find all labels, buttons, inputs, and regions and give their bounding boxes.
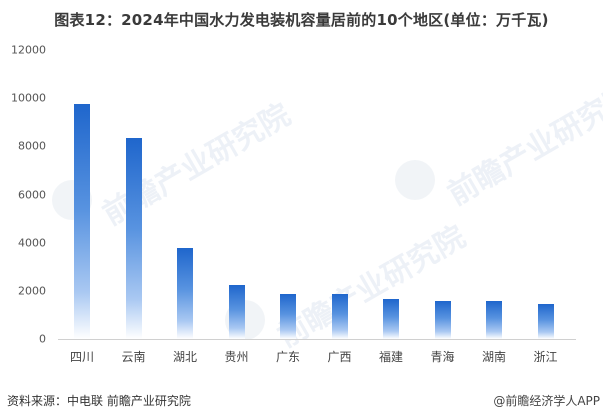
bar-湖南 xyxy=(486,300,502,339)
bar-四川 xyxy=(74,103,90,339)
bar-chart: 前瞻产业研究院 前瞻产业研究院 前瞻产业研究院 12000 10000 8000 60… xyxy=(11,43,603,365)
y-tick-label: 4000 xyxy=(18,236,46,250)
y-tick-label: 6000 xyxy=(18,188,46,201)
watermark-text: 前瞻产业研究院 xyxy=(442,77,603,213)
x-tick-label: 青海 xyxy=(430,350,455,364)
bar-湖北 xyxy=(177,247,193,339)
credit-note: @前瞻经济学人APP xyxy=(493,394,600,408)
bar-云南 xyxy=(125,137,142,339)
x-tick-label: 广东 xyxy=(275,350,300,364)
x-axis-line xyxy=(58,339,576,340)
y-tick-label: 0 xyxy=(39,332,46,346)
bar-青海 xyxy=(434,300,451,339)
bar-广东 xyxy=(280,293,296,339)
x-tick-label: 湖北 xyxy=(172,350,197,364)
x-tick-label: 浙江 xyxy=(533,350,558,364)
x-tick-label: 四川 xyxy=(69,350,94,364)
bar-广西 xyxy=(331,293,348,339)
x-tick-label: 福建 xyxy=(378,350,403,364)
watermark-logo-icon xyxy=(395,160,435,200)
y-tick-label: 12000 xyxy=(11,43,46,57)
y-tick-label: 10000 xyxy=(11,91,46,105)
x-tick-label: 贵州 xyxy=(224,350,249,364)
bar-贵州 xyxy=(228,285,245,339)
x-tick-label: 云南 xyxy=(121,350,146,364)
y-tick-label: 8000 xyxy=(18,139,46,153)
chart-title: 图表12：2024年中国水力发电装机容量居前的10个地区(单位：万千瓦) xyxy=(54,11,549,29)
bar-福建 xyxy=(383,299,399,339)
source-note: 资料来源：中电联 前瞻产业研究院 xyxy=(7,394,191,408)
x-tick-label: 广西 xyxy=(327,350,352,364)
y-tick-label: 2000 xyxy=(18,284,46,298)
watermark-text: 前瞻产业研究院 xyxy=(97,97,297,233)
x-tick-label: 湖南 xyxy=(481,350,506,364)
bar-浙江 xyxy=(537,304,554,339)
